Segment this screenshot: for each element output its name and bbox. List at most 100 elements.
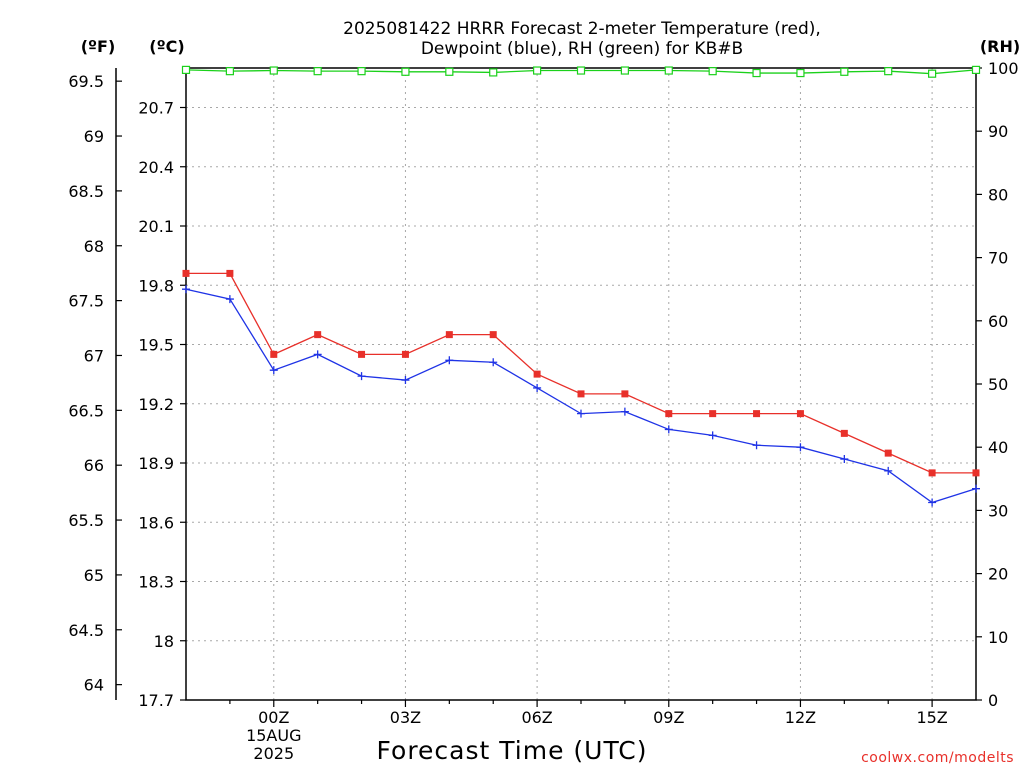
temperature-point	[489, 331, 497, 339]
rh-point	[576, 66, 586, 75]
dewpoint-point	[313, 350, 322, 359]
celsius-tick-label: 19.2	[138, 395, 174, 414]
grid	[186, 68, 976, 701]
temperature-point	[928, 469, 936, 477]
rh-point	[357, 67, 366, 76]
dewpoint-point	[708, 431, 717, 440]
fahrenheit-tick-label: 67.5	[68, 292, 104, 311]
rh-point	[269, 66, 278, 75]
fahrenheit-tick-label: 64	[84, 676, 104, 695]
series-layer	[181, 65, 981, 507]
rh-tick-label: 20	[988, 565, 1008, 584]
celsius-tick-label: 20.4	[138, 158, 174, 177]
temperature-point	[621, 390, 629, 398]
x-tick-label: 09Z	[653, 708, 684, 727]
celsius-tick-label: 19.8	[138, 276, 174, 295]
celsius-tick-label: 18	[154, 632, 174, 651]
x-tick-label: 00Z	[258, 708, 289, 727]
rh-point	[708, 67, 717, 76]
temperature-point	[358, 350, 366, 358]
temperature-point	[226, 269, 234, 277]
chart-title-line-1: 2025081422 HRRR Forecast 2-meter Tempera…	[343, 19, 821, 39]
x-tick-label: 12Z	[785, 708, 816, 727]
fahrenheit-tick-label: 66.5	[68, 401, 104, 420]
temperature-point	[884, 449, 892, 457]
rh-tick-label: 80	[988, 185, 1008, 204]
rh-tick-label: 10	[988, 628, 1008, 647]
fahrenheit-tick-label: 66	[84, 456, 104, 475]
fahrenheit-tick-label: 65.5	[68, 511, 104, 530]
credit-text: coolwx.com/modelts	[861, 750, 1014, 766]
rh-point	[445, 67, 454, 76]
rh-tick-label: 60	[988, 312, 1008, 331]
temperature-point	[665, 410, 673, 418]
celsius-tick-label: 18.6	[138, 513, 174, 532]
rh-unit-label: (RH)	[980, 37, 1020, 56]
rh-point	[181, 65, 191, 74]
rh-point	[533, 66, 542, 75]
fahrenheit-tick-label: 69.5	[68, 72, 104, 91]
temperature-point	[796, 410, 804, 418]
celsius-tick-label: 17.7	[138, 691, 174, 710]
temperature-point	[401, 350, 409, 358]
dewpoint-point	[533, 383, 542, 392]
dewpoint-point	[840, 455, 849, 464]
temperature-point	[533, 370, 541, 378]
fahrenheit-tick-label: 67	[84, 346, 104, 365]
dewpoint-point	[445, 356, 454, 365]
temperature-point	[840, 429, 848, 437]
x-tick-label: 15AUG	[246, 726, 301, 745]
dewpoint-point	[796, 443, 805, 452]
temperature-point	[182, 269, 190, 277]
rh-point	[489, 68, 498, 77]
dewpoint-point	[357, 372, 366, 381]
dewpoint-point	[752, 441, 761, 450]
fahrenheit-tick-label: 68.5	[68, 182, 104, 201]
temperature-point	[577, 390, 585, 398]
temperature-point	[445, 331, 453, 339]
dewpoint-point	[928, 498, 937, 507]
fahrenheit-tick-label: 64.5	[68, 621, 104, 640]
dewpoint-point	[182, 285, 190, 294]
celsius-tick-label: 20.7	[138, 99, 174, 118]
celsius-tick-label: 20.1	[138, 217, 174, 236]
celsius-tick-label: 18.3	[138, 573, 174, 592]
plot-frame	[185, 67, 977, 701]
rh-tick-label: 70	[988, 249, 1008, 268]
rh-tick-label: 30	[988, 501, 1008, 520]
rh-point	[928, 69, 937, 78]
temperature-point	[314, 331, 322, 339]
rh-point	[313, 67, 322, 76]
temperature-point	[270, 350, 278, 358]
celsius-unit-label: (ºC)	[149, 37, 184, 56]
rh-point	[884, 67, 893, 76]
x-tick-label: 2025	[253, 744, 294, 763]
rh-point	[620, 66, 629, 75]
dewpoint-point	[972, 484, 980, 493]
dewpoint-point	[577, 409, 585, 418]
text-layer: 2025081422 HRRR Forecast 2-meter Tempera…	[81, 19, 1020, 766]
rh-point	[971, 65, 981, 74]
rh-point	[752, 68, 761, 78]
temperature-point	[972, 469, 980, 477]
x-tick-label: 15Z	[916, 708, 947, 727]
rh-point	[796, 68, 805, 78]
dewpoint-point	[620, 407, 629, 416]
rh-tick-label: 0	[988, 691, 998, 710]
x-tick-label: 06Z	[521, 708, 552, 727]
dewpoint-point	[489, 358, 498, 367]
temperature-point	[709, 410, 717, 418]
dewpoint-point	[269, 366, 278, 375]
dewpoint-point	[401, 376, 410, 385]
celsius-tick-label: 18.9	[138, 454, 174, 473]
x-axis-title: Forecast Time (UTC)	[377, 736, 648, 765]
dewpoint-point	[225, 295, 234, 304]
x-tick-label: 03Z	[390, 708, 421, 727]
dewpoint-point	[664, 425, 673, 434]
temperature-line	[186, 272, 976, 474]
fahrenheit-tick-label: 69	[84, 127, 104, 146]
rh-tick-label: 50	[988, 375, 1008, 394]
rh-point	[401, 67, 410, 76]
